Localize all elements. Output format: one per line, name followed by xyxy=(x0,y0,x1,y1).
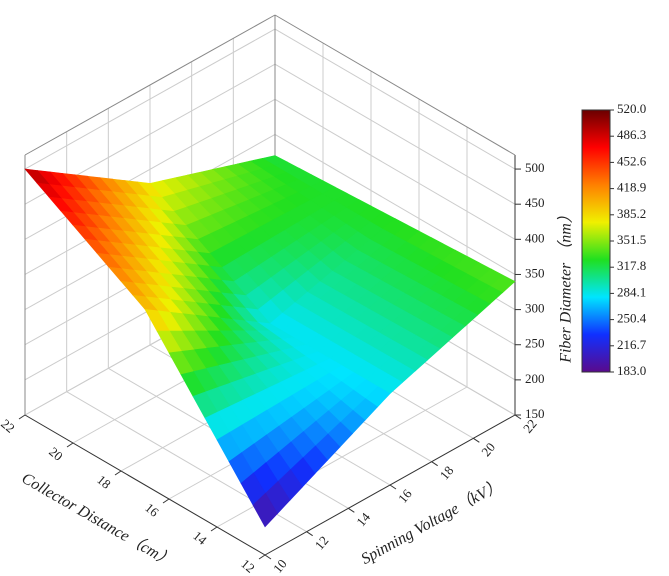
tick-mark xyxy=(66,442,74,448)
colorbar-label: 284.1 xyxy=(617,284,646,299)
colorbar-label: 351.5 xyxy=(617,232,646,247)
x-tick-label: 20 xyxy=(46,444,66,464)
grid-line xyxy=(274,63,516,205)
surface-patch xyxy=(252,492,278,528)
colorbar-label: 250.4 xyxy=(617,311,647,326)
tick-mark xyxy=(348,507,355,513)
y-tick-label: 10 xyxy=(270,556,290,576)
y-axis-title: Spinning Voltage（kV） xyxy=(358,476,505,568)
axis-line xyxy=(274,14,516,156)
tick-mark xyxy=(210,526,218,532)
y-tick-label: 18 xyxy=(437,463,457,483)
z-tick-label: 400 xyxy=(525,230,545,245)
tick-mark xyxy=(389,484,397,490)
tick-mark xyxy=(264,554,272,560)
axis-line xyxy=(24,14,276,156)
tick-mark xyxy=(114,470,122,476)
z-tick-label: 450 xyxy=(525,195,545,210)
colorbar-label: 317.8 xyxy=(617,258,646,273)
grid-line xyxy=(24,28,276,170)
tick-mark xyxy=(473,437,480,443)
colorbar xyxy=(581,109,611,373)
colorbar-label: 418.9 xyxy=(617,180,646,195)
tick-mark xyxy=(306,531,313,537)
y-tick-label: 16 xyxy=(395,486,415,506)
axis-line xyxy=(24,414,266,556)
z-tick-label: 250 xyxy=(525,336,545,351)
z-tick-label: 150 xyxy=(525,406,545,421)
z-tick-label: 350 xyxy=(525,265,545,280)
tick-mark xyxy=(258,554,266,560)
tick-mark xyxy=(18,414,26,420)
colorbar-label: 216.7 xyxy=(617,337,647,352)
grid-line xyxy=(274,28,516,170)
tick-mark xyxy=(162,498,170,504)
x-tick-label: 14 xyxy=(190,528,210,548)
z-tick-label: 200 xyxy=(525,371,545,386)
colorbar-label: 385.2 xyxy=(617,206,646,221)
colorbar-label: 452.6 xyxy=(617,153,647,168)
colorbar-label: 183.0 xyxy=(617,363,646,378)
z-tick-label: 300 xyxy=(525,301,545,316)
x-tick-label: 18 xyxy=(94,472,114,492)
z-axis-title: Fiber Diameter （nm） xyxy=(557,207,575,364)
grid-line xyxy=(274,134,516,275)
x-tick-label: 12 xyxy=(238,556,258,576)
x-tick-label: 16 xyxy=(142,500,162,520)
z-tick-label: 500 xyxy=(525,160,545,175)
y-tick-label: 12 xyxy=(312,533,332,553)
x-tick-label: 22 xyxy=(0,416,18,436)
y-tick-label: 14 xyxy=(353,509,373,529)
surface xyxy=(24,155,516,528)
tick-mark xyxy=(514,414,522,420)
colorbar-label: 486.3 xyxy=(617,127,646,142)
colorbar-label: 520.0 xyxy=(617,101,646,116)
y-tick-label: 20 xyxy=(478,440,498,460)
grid-line xyxy=(274,98,516,240)
tick-mark xyxy=(431,461,438,467)
